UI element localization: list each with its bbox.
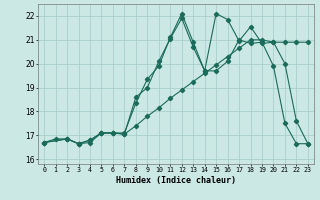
X-axis label: Humidex (Indice chaleur): Humidex (Indice chaleur) — [116, 176, 236, 185]
